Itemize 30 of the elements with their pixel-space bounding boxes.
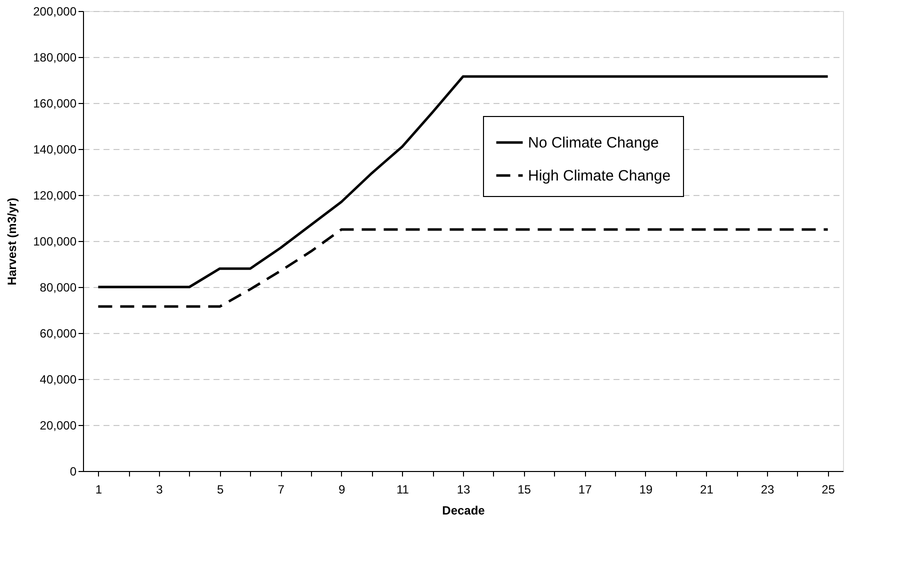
y-tick-label: 180,000 <box>33 50 77 64</box>
legend-label: High Climate Change <box>528 168 671 184</box>
legend-label: No Climate Change <box>528 134 659 152</box>
x-tick-label: 15 <box>518 482 532 496</box>
y-tick-label: 40,000 <box>40 372 77 386</box>
line-series <box>96 228 830 308</box>
x-axis-title: Decade <box>442 504 486 518</box>
x-tick-label: 21 <box>700 482 714 496</box>
x-tick-label: 13 <box>456 482 470 496</box>
x-tick-label: 19 <box>639 482 653 496</box>
x-tick-label: 1 <box>95 482 102 496</box>
y-tick-label: 20,000 <box>40 418 77 432</box>
y-tick-label: 80,000 <box>40 280 77 294</box>
x-tick-label: 17 <box>578 482 592 496</box>
y-tick-label: 0 <box>70 464 77 478</box>
line-series <box>96 75 830 288</box>
x-tick-label: 25 <box>822 482 836 496</box>
x-tick-label: 5 <box>216 482 224 496</box>
x-tick-label: 11 <box>396 482 410 496</box>
x-tick-label: 7 <box>278 482 285 496</box>
y-tick-label: 120,000 <box>33 188 77 202</box>
x-tick-label: 3 <box>156 482 164 496</box>
y-tick-label: 60,000 <box>40 326 77 340</box>
y-tick-label: 100,000 <box>33 234 77 248</box>
y-tick-label: 160,000 <box>33 96 77 110</box>
y-tick-label: 200,000 <box>33 4 77 18</box>
x-tick-label: 9 <box>338 482 346 496</box>
y-axis-title: Harvest (m3/yr) <box>5 198 20 286</box>
y-tick-label: 140,000 <box>33 142 77 156</box>
x-tick-label: 23 <box>760 482 774 496</box>
